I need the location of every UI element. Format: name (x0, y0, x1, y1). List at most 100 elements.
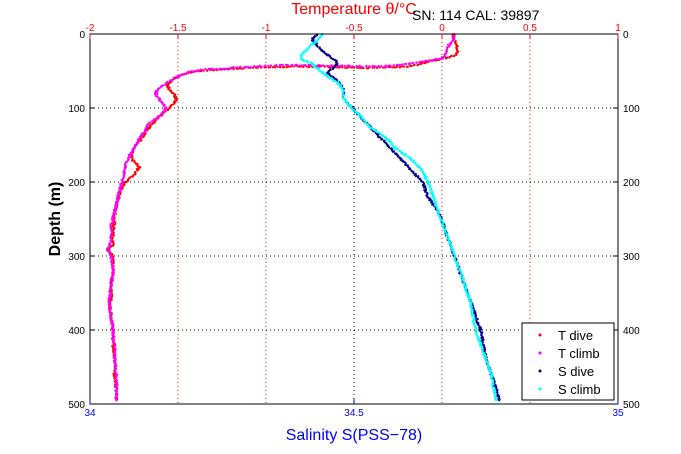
data-point (388, 64, 391, 67)
data-point (302, 64, 306, 67)
depth-tick-label: 300 (68, 252, 85, 263)
data-point (467, 291, 470, 295)
temperature-tick-label: -1 (262, 23, 271, 34)
data-point (405, 65, 408, 68)
data-point (444, 56, 447, 60)
data-point (425, 178, 428, 181)
series-s-climb (299, 32, 498, 402)
data-point (116, 384, 119, 387)
data-point (116, 393, 119, 396)
data-point (447, 237, 450, 240)
data-point (468, 298, 471, 301)
data-point (429, 189, 432, 192)
data-point (271, 66, 274, 69)
data-point (278, 63, 281, 67)
data-point (453, 256, 456, 259)
data-point (352, 108, 355, 111)
data-point (433, 198, 436, 201)
data-point (460, 274, 464, 277)
data-point (121, 187, 124, 190)
data-point (113, 351, 116, 354)
data-point (368, 65, 371, 68)
data-point (341, 64, 344, 67)
data-point (113, 223, 116, 226)
data-point (327, 70, 330, 73)
data-point (301, 65, 305, 68)
data-point (426, 182, 429, 186)
data-point (443, 53, 446, 56)
data-point (380, 138, 383, 141)
data-point (107, 246, 111, 249)
data-point (439, 58, 442, 61)
data-point (224, 67, 227, 70)
data-point (486, 360, 489, 363)
data-point (129, 153, 132, 156)
data-point (257, 65, 260, 68)
data-point (117, 196, 121, 199)
data-point (423, 60, 426, 63)
data-point (425, 175, 428, 178)
data-point (416, 176, 419, 179)
data-point (110, 320, 113, 323)
data-point (371, 66, 374, 69)
data-point (495, 386, 498, 389)
data-point (110, 218, 113, 221)
data-point (434, 58, 437, 61)
data-point (159, 86, 162, 89)
data-point (355, 65, 358, 68)
data-point (112, 372, 115, 375)
data-point (336, 82, 339, 85)
legend-box (521, 322, 615, 401)
data-point (416, 64, 419, 67)
data-point (115, 390, 118, 393)
data-point (156, 95, 159, 98)
data-point (280, 63, 283, 66)
data-point (110, 287, 113, 290)
data-point (393, 66, 396, 69)
temperature-tick-label: 0 (439, 23, 445, 34)
data-point (392, 64, 395, 67)
data-point (188, 71, 191, 74)
data-point (109, 225, 112, 229)
data-point (358, 116, 361, 119)
data-point (492, 389, 495, 392)
data-point (300, 56, 303, 59)
data-point (159, 114, 162, 117)
data-point (131, 150, 134, 153)
data-point (260, 65, 263, 68)
data-point (492, 383, 495, 386)
data-point (246, 66, 249, 69)
data-point (109, 318, 112, 322)
data-point (115, 364, 118, 367)
data-point (338, 64, 341, 67)
data-point (487, 367, 490, 370)
data-point (174, 100, 177, 103)
data-point (491, 375, 494, 378)
series-t-climb (105, 32, 456, 402)
data-point (137, 167, 140, 171)
data-point (346, 104, 349, 107)
data-point (424, 190, 427, 193)
data-point (418, 61, 421, 64)
data-point (482, 353, 485, 356)
data-point (111, 280, 114, 283)
data-point (109, 236, 112, 239)
data-point (492, 379, 495, 382)
data-point (440, 218, 444, 221)
data-point (107, 303, 110, 306)
data-point (114, 212, 117, 215)
data-point (456, 266, 459, 269)
data-point (114, 355, 117, 358)
data-point (249, 66, 252, 69)
data-point (164, 83, 167, 86)
data-point (474, 331, 477, 334)
data-point (141, 133, 144, 136)
data-point (183, 73, 186, 76)
data-point (351, 65, 354, 68)
data-point (284, 63, 287, 66)
data-point (109, 234, 112, 238)
data-point (349, 65, 352, 68)
data-point (341, 87, 344, 90)
